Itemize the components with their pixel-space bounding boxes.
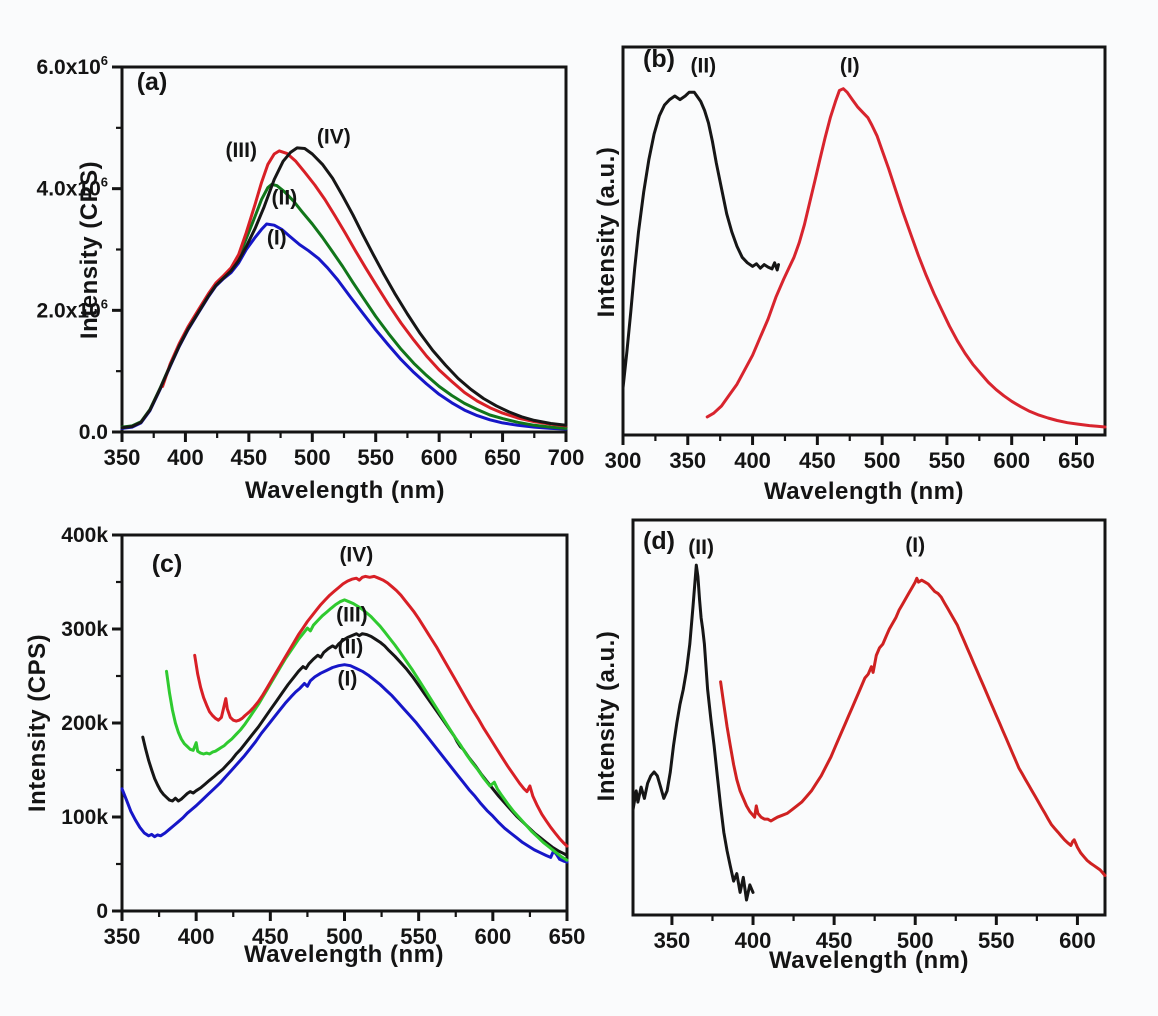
x-tick-label: 450 (816, 928, 853, 953)
curve-label-III: (III) (336, 603, 368, 626)
x-tick-label: 350 (104, 445, 141, 470)
x-tick-label: 600 (993, 448, 1030, 473)
y-tick-label: 2.0x106 (37, 296, 108, 322)
x-tick-label: 400 (734, 448, 771, 473)
series-I-curve (705, 87, 1107, 429)
x-tick-label: 550 (400, 924, 437, 949)
panel-d: 350 400 450 500 550 600 (II) (I) (d) (631, 518, 1107, 953)
x-tick-label: 450 (230, 445, 267, 470)
curve-label-II: (II) (688, 536, 714, 559)
panel-b-xlabel: Wavelength (nm) (764, 478, 964, 505)
y-tick-label: 0.0 (79, 421, 108, 444)
panel-a-xlabel: Wavelength (nm) (245, 477, 445, 504)
curve-label-I: (I) (267, 227, 287, 250)
plot-frame-b (621, 45, 1107, 437)
panel-b: 300 350 400 450 500 550 600 650 (II) (I) (b) (605, 45, 1107, 473)
panel-a: 350 400 450 500 550 600 650 700 0.0 2.0x106 4.0x10… (37, 53, 585, 470)
series-I-curve (120, 663, 569, 864)
curve-label-II: (II) (338, 635, 364, 658)
x-tick-label: 350 (104, 924, 141, 949)
panel-c-xlabel: Wavelength (nm) (244, 941, 444, 968)
x-tick-label: 650 (1058, 448, 1095, 473)
curve-label-IV: (IV) (317, 126, 351, 149)
x-tick-label: 600 (474, 924, 511, 949)
panel-a-ylabel: Intensity (CPS) (76, 160, 103, 340)
series-II-curve (621, 90, 780, 390)
curve-label-I: (I) (905, 534, 925, 557)
curve-label-II: (II) (272, 186, 298, 209)
curve-label-II: (II) (691, 54, 717, 77)
y-tick-label: 200k (61, 712, 108, 735)
y-tick-label: 100k (61, 806, 108, 829)
series-III-curve (165, 598, 569, 862)
x-tick-label: 450 (799, 448, 836, 473)
series-IV-curve (193, 574, 569, 848)
x-tick-label: 550 (357, 445, 394, 470)
x-tick-label: 550 (929, 448, 966, 473)
x-tick-label: 300 (605, 448, 642, 473)
y-tick-label: 6.0x106 (37, 53, 108, 79)
x-tick-label: 600 (1059, 928, 1096, 953)
x-tick-label: 400 (178, 924, 215, 949)
panel-c: 350 400 450 500 550 600 650 0 100k 200k 300k 400k (I… (61, 524, 585, 949)
panel-tag-d: (d) (643, 527, 675, 555)
panel-b-ylabel: Intensity (a.u.) (593, 146, 620, 318)
plot-frame-a (120, 65, 568, 434)
curve-label-I: (I) (338, 667, 358, 690)
panel-tag-c: (c) (152, 550, 183, 578)
series-II-curve (631, 563, 755, 902)
x-tick-label: 400 (167, 445, 204, 470)
x-tick-label: 450 (252, 924, 289, 949)
y-tick-label: 300k (61, 618, 108, 641)
x-tick-label: 350 (669, 448, 706, 473)
x-tick-label: 650 (549, 924, 586, 949)
y-tick-label: 0 (96, 900, 108, 923)
series-II-curve (120, 182, 568, 430)
panel-d-xlabel: Wavelength (nm) (769, 947, 969, 974)
plot-frame-c (120, 533, 569, 913)
y-tick-label: 400k (61, 524, 108, 547)
x-tick-label: 400 (735, 928, 772, 953)
x-tick-label: 600 (421, 445, 458, 470)
y-tick-label: 4.0x106 (37, 175, 108, 201)
series-IV-curve (120, 146, 568, 430)
panel-tag-a: (a) (137, 68, 168, 96)
x-tick-label: 500 (897, 928, 934, 953)
panel-c-ylabel: Intensity (CPS) (24, 633, 51, 813)
plot-frame-d (631, 518, 1107, 917)
panel-tag-b: (b) (643, 45, 675, 73)
x-tick-label: 500 (294, 445, 331, 470)
x-tick-label: 350 (654, 928, 691, 953)
curve-label-I: (I) (840, 54, 860, 77)
panel-d-ylabel: Intensity (a.u.) (593, 630, 620, 802)
curve-label-IV: (IV) (339, 543, 373, 566)
x-tick-label: 500 (326, 924, 363, 949)
series-III-curve (161, 149, 568, 428)
curve-label-III: (III) (225, 139, 257, 162)
series-I-curve (719, 576, 1107, 877)
x-tick-label: 550 (978, 928, 1015, 953)
x-tick-label: 500 (864, 448, 901, 473)
x-tick-label: 650 (484, 445, 521, 470)
x-tick-label: 700 (548, 445, 585, 470)
